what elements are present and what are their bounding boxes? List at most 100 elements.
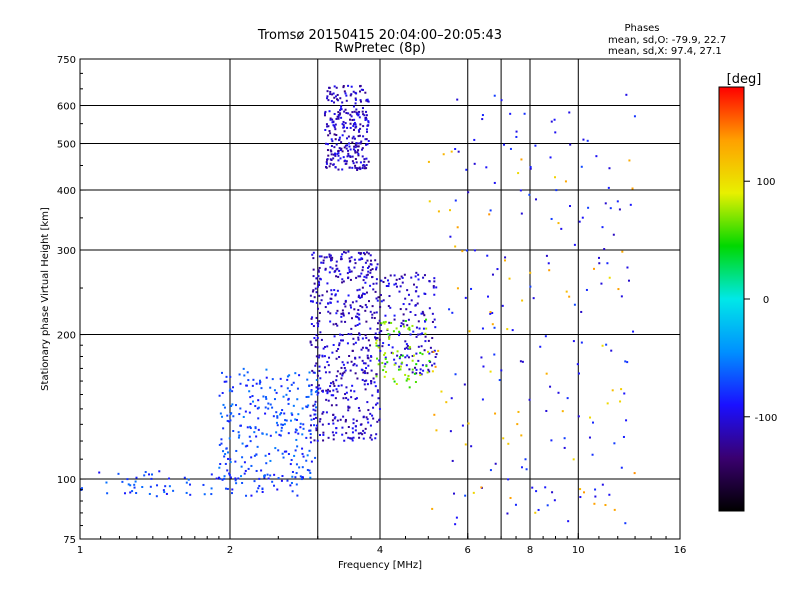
data-point (255, 382, 258, 385)
data-point (307, 404, 310, 407)
data-point (294, 418, 297, 421)
data-point (319, 278, 322, 281)
data-point (428, 352, 431, 355)
data-point (287, 397, 290, 400)
data-point (260, 469, 263, 472)
data-point (358, 318, 361, 321)
data-point (374, 437, 377, 440)
data-point (413, 372, 416, 375)
data-point (347, 398, 350, 401)
data-point (287, 402, 290, 405)
data-point (346, 361, 349, 364)
data-point (632, 330, 635, 333)
data-point (350, 333, 353, 336)
data-point (307, 395, 310, 398)
data-point (500, 369, 503, 372)
data-point (367, 348, 370, 351)
data-point (370, 434, 373, 437)
data-point (314, 456, 317, 459)
data-point (330, 394, 333, 397)
data-point (336, 267, 339, 270)
data-point (377, 397, 380, 400)
data-point (620, 388, 623, 391)
data-point (402, 323, 405, 326)
data-point (218, 443, 221, 446)
data-point (361, 269, 364, 272)
data-point (561, 410, 564, 413)
data-point (249, 402, 252, 405)
data-point (335, 375, 338, 378)
data-point (399, 365, 402, 368)
data-point (334, 138, 337, 141)
data-point (349, 122, 352, 125)
data-point (141, 485, 144, 488)
data-point (364, 388, 367, 391)
data-point (374, 336, 377, 339)
data-point (342, 415, 345, 418)
data-point (358, 130, 361, 133)
data-point (468, 330, 471, 333)
data-point (332, 343, 335, 346)
data-point (347, 294, 350, 297)
data-point (237, 436, 240, 439)
data-point (359, 85, 362, 88)
data-point (384, 276, 387, 279)
data-point (388, 333, 391, 336)
data-point (335, 117, 338, 120)
data-point (371, 305, 374, 308)
data-point (320, 261, 323, 264)
data-point (409, 333, 412, 336)
data-point (299, 422, 302, 425)
data-point (358, 258, 361, 261)
colorbar-gradient (718, 86, 745, 512)
data-point (323, 366, 326, 369)
data-point (349, 304, 352, 307)
data-point (277, 449, 280, 452)
data-point (334, 152, 337, 155)
data-point (357, 406, 360, 409)
data-point (354, 102, 357, 105)
data-point (279, 434, 282, 437)
data-point (393, 274, 396, 277)
data-point (404, 320, 407, 323)
data-point (339, 149, 342, 152)
data-point (335, 275, 338, 278)
data-point (417, 345, 420, 348)
data-point (299, 426, 302, 429)
data-point (370, 380, 373, 383)
colorbar-tick-label: 0 (763, 295, 769, 306)
data-point (573, 243, 576, 246)
data-point (377, 346, 380, 349)
data-point (406, 324, 409, 327)
y-tick-label: 400 (57, 186, 76, 197)
data-point (329, 118, 332, 121)
data-point (335, 134, 338, 137)
data-point (241, 442, 244, 445)
data-point (302, 455, 305, 458)
data-point (382, 342, 385, 345)
data-point (334, 123, 337, 126)
data-point (256, 407, 259, 410)
data-point (393, 363, 396, 366)
data-point (328, 86, 331, 89)
data-point (428, 307, 431, 310)
data-point (520, 158, 523, 161)
data-point (294, 476, 297, 479)
data-point (565, 290, 568, 293)
data-point (383, 365, 386, 368)
data-point (498, 379, 501, 382)
data-point (402, 313, 405, 316)
data-point (354, 151, 357, 154)
data-point (354, 341, 357, 344)
data-point (266, 473, 269, 476)
data-point (341, 253, 344, 256)
data-point (433, 277, 436, 280)
data-point (326, 143, 329, 146)
data-point (604, 504, 607, 507)
data-point (318, 294, 321, 297)
data-point (431, 337, 434, 340)
data-point (365, 274, 368, 277)
data-point (289, 419, 292, 422)
data-point (286, 378, 289, 381)
data-point (290, 458, 293, 461)
